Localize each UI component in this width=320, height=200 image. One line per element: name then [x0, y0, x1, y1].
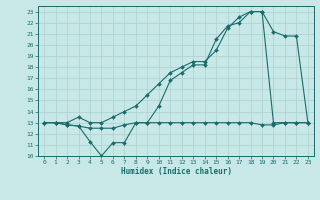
- X-axis label: Humidex (Indice chaleur): Humidex (Indice chaleur): [121, 167, 231, 176]
